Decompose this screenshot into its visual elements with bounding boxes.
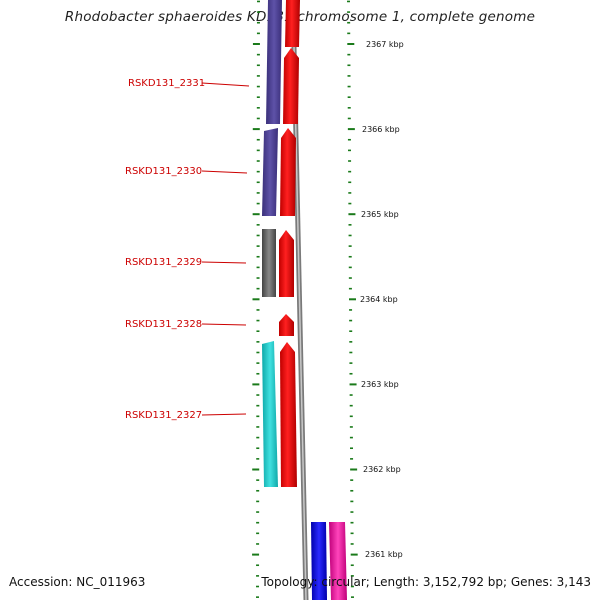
cds-feature-bottom-blue[interactable] xyxy=(311,522,327,600)
scale-label-2367: 2367 kbp xyxy=(366,40,404,49)
leader-line-2329 xyxy=(201,261,247,264)
scale-label-2361: 2361 kbp xyxy=(365,550,403,559)
gene-label-2329[interactable]: RSKD131_2329 xyxy=(125,257,202,268)
gene-label-2330[interactable]: RSKD131_2330 xyxy=(125,166,202,177)
scale-label-2363: 2363 kbp xyxy=(361,380,399,389)
scale-ticks-left xyxy=(252,0,260,598)
cog-feature-2329[interactable] xyxy=(262,229,276,297)
cog-feature-2327[interactable] xyxy=(262,341,278,487)
accession-label: Accession: NC_011963 xyxy=(9,575,146,589)
leader-line-2328 xyxy=(201,323,247,326)
leader-line-2327 xyxy=(201,413,247,416)
cds-arrow-2327[interactable] xyxy=(280,342,297,487)
scale-label-2364: 2364 kbp xyxy=(360,295,398,304)
cds-arrow-2328[interactable] xyxy=(279,314,294,336)
scale-ticks-right xyxy=(347,0,358,598)
cds-arrow-2329[interactable] xyxy=(279,230,294,297)
cds-arrow-2330[interactable] xyxy=(280,128,296,216)
cds-arrow-2331[interactable] xyxy=(283,48,299,124)
cds-arrow-top[interactable] xyxy=(285,0,300,47)
scale-label-2365: 2365 kbp xyxy=(361,210,399,219)
leader-line-2331 xyxy=(201,82,250,87)
cog-feature-2330[interactable] xyxy=(262,128,278,216)
scale-label-2366: 2366 kbp xyxy=(362,125,400,134)
map-title: Rhodobacter sphaeroides KD131 chromosome… xyxy=(64,9,536,25)
cds-feature-bottom-magenta[interactable] xyxy=(329,522,347,600)
leader-line-2330 xyxy=(201,170,248,174)
gene-label-2327[interactable]: RSKD131_2327 xyxy=(125,410,202,421)
gene-label-2328[interactable]: RSKD131_2328 xyxy=(125,319,202,330)
topology-summary: Topology: circular; Length: 3,152,792 bp… xyxy=(261,575,591,589)
scale-label-2362: 2362 kbp xyxy=(363,465,401,474)
cog-feature-2331[interactable] xyxy=(266,0,282,124)
gene-label-2331[interactable]: RSKD131_2331 xyxy=(128,78,205,89)
